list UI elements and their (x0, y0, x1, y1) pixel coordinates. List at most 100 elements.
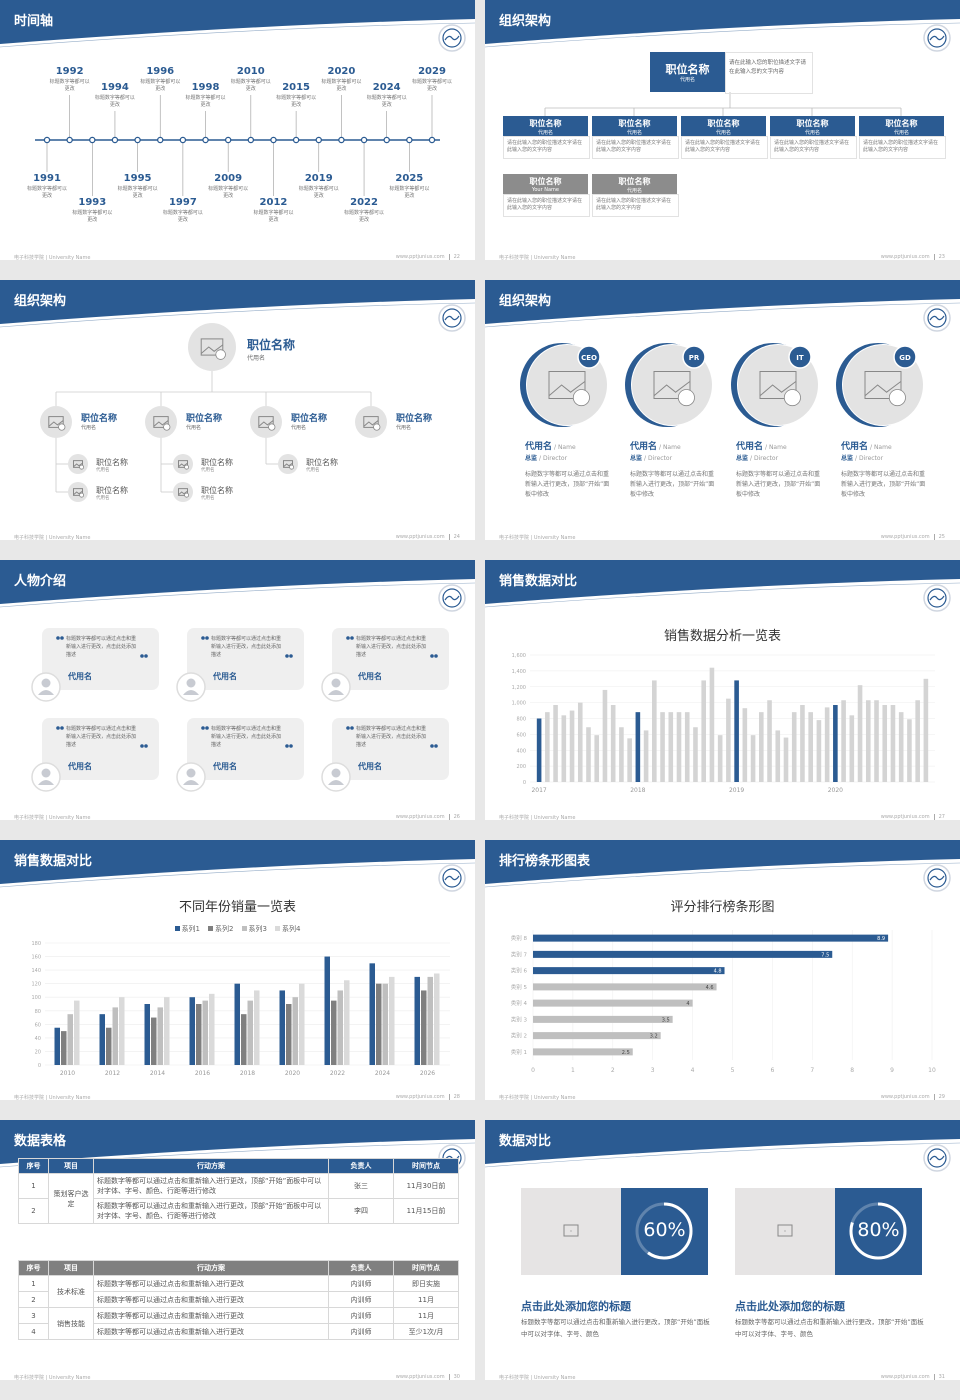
header-cell: 负责人 (328, 1260, 394, 1276)
timeline-text: 标题数字等都可以更改 (298, 186, 339, 199)
value-label: 7.5 (821, 952, 829, 958)
logo (927, 28, 947, 48)
quote-mark (205, 726, 209, 730)
unit-name: 职位名称 (186, 414, 223, 424)
value-label: 4.8 (714, 969, 722, 975)
logo (927, 868, 947, 888)
timeline-dot (247, 136, 255, 144)
member-sub: 代用名 (96, 468, 110, 473)
photo-icon (79, 464, 85, 470)
quote-name: 代用名 (213, 762, 237, 771)
timeline-year: 1998 (191, 82, 220, 93)
bar (533, 934, 889, 942)
x-tick-label: 2012 (105, 1070, 120, 1077)
timeline-dot (179, 136, 187, 144)
footer-school: 电子科技学院 | University Name (499, 815, 576, 820)
quote-mark (56, 636, 60, 640)
logo (929, 875, 945, 881)
footer-site: www.pptjunius.com (880, 1374, 930, 1380)
bar (693, 727, 698, 782)
header-line (485, 582, 960, 608)
bar (841, 700, 846, 782)
legend-entry: 系列2 (208, 925, 234, 933)
bar (337, 990, 343, 1065)
slide-canvas (485, 0, 960, 116)
header-line (485, 302, 960, 328)
header-line (485, 862, 960, 888)
chart-title: 评分排行榜条形图 (670, 900, 775, 915)
bar (151, 1017, 157, 1065)
bar (569, 710, 575, 782)
photo-icon (783, 389, 801, 407)
badge (577, 345, 601, 369)
bar (660, 712, 665, 782)
member-name-row: 代用名 / Name (525, 439, 625, 452)
member-name: 代用名 (630, 442, 658, 452)
bar (643, 730, 649, 782)
timeline-text: 标题数字等都可以更改 (94, 95, 135, 108)
bar (144, 1004, 150, 1065)
footer-school: 电子科技学院 | University Name (14, 535, 91, 540)
header-cell: 时间节点 (393, 1158, 459, 1174)
head-sub: 代用名 (247, 355, 266, 362)
page-number: 26 (448, 814, 460, 820)
bar (533, 1032, 661, 1040)
bar (533, 967, 725, 975)
x-tick-label: 6 (770, 1067, 774, 1074)
slide-canvas (0, 280, 475, 502)
y-tick-label: 40 (35, 1036, 41, 1042)
unit-sub: 代用名 (291, 425, 307, 431)
badge-text: IT (796, 354, 804, 362)
badge (682, 345, 706, 369)
cell-plan: 标题数字等都可以通过点击和重新输入进行更改，顶部“开始”面板中可以对字体、字号、… (93, 1173, 329, 1199)
quote-card (187, 628, 304, 690)
box-desc: 请在此输入您的职位描述文字请在此输入您的文字内容 (503, 194, 590, 217)
y-tick-label: 0 (38, 1063, 41, 1069)
y-tick-label: 0 (523, 780, 526, 786)
timeline-text: 标题数字等都可以更改 (185, 95, 226, 108)
quote-mark (201, 726, 205, 730)
bar (586, 727, 591, 782)
slide: 数据对比 电子科技学院 | University Name www.pptjuniu… (485, 1120, 960, 1380)
bar (286, 1004, 292, 1065)
legend-label: 系列3 (248, 925, 267, 933)
page-number: 24 (448, 534, 460, 540)
bar (767, 700, 772, 782)
timeline-year: 1993 (78, 197, 107, 208)
logo (929, 35, 945, 41)
quote-mark (60, 636, 64, 640)
timeline-text: 标题数字等都可以更改 (253, 210, 294, 223)
member-name: 职位名称 (96, 486, 128, 495)
photo-icon (153, 416, 169, 428)
box-header (592, 174, 677, 194)
slide: 人物介绍 电子科技学院 | University Name www.pptjuniu… (0, 560, 475, 820)
bar (874, 700, 879, 782)
y-tick-label: 1,000 (512, 701, 526, 707)
header-band (0, 1120, 475, 1164)
data-table: 序号 项目 行动方案 负责人 时间节点 1 策划客户选定 标题数字等都可以通过点击和重新输入进… (18, 1158, 459, 1224)
bar (533, 983, 717, 991)
x-tick-label: 1 (571, 1067, 575, 1074)
footer-site: www.pptjunius.com (395, 1094, 445, 1100)
header-line (485, 22, 960, 48)
head-name: 职位名称 (665, 63, 710, 76)
bar (923, 678, 929, 782)
quote-text: 标题数字等都可以通过点击和重新输入进行更改，点击此处添加描述 (356, 726, 427, 748)
logo (929, 1155, 945, 1161)
legend-swatch (208, 926, 214, 931)
y-tick-label: 600 (516, 732, 526, 738)
cell-time: 即日实施 (393, 1275, 459, 1292)
photo-icon (373, 423, 381, 431)
bar (791, 712, 797, 782)
footer-right: www.pptjunius.com 23 (881, 254, 945, 260)
timeline-dot (292, 136, 300, 144)
bar (808, 712, 813, 782)
bar (717, 735, 723, 782)
photo-icon (653, 381, 691, 397)
logo (929, 595, 945, 601)
value-label: 2.5 (622, 1050, 630, 1056)
avatar-icon (183, 780, 199, 785)
cell-time: 至少1次/月 (393, 1323, 459, 1340)
member-role-row: 总监 / Director (841, 453, 941, 462)
box-name: 职位名称 (796, 119, 829, 128)
